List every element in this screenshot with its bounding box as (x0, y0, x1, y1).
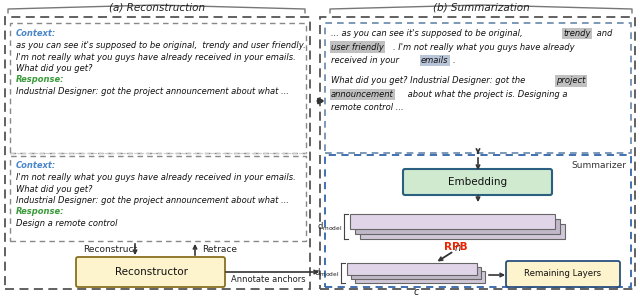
Text: Reconstructor: Reconstructor (115, 267, 188, 277)
Text: What did you get?: What did you get? (16, 185, 93, 194)
Bar (355, 271, 485, 283)
Text: Industrial Designer: got the project announcement about what ...: Industrial Designer: got the project ann… (16, 87, 289, 96)
Text: emails: emails (421, 56, 449, 65)
Text: What did you get? Industrial Designer: got the: What did you get? Industrial Designer: g… (331, 76, 528, 85)
Text: RPB: RPB (444, 242, 468, 252)
Text: project: project (556, 76, 586, 85)
Text: Summarizer: Summarizer (571, 161, 626, 170)
Text: user friendly: user friendly (331, 42, 384, 51)
Text: (a) Reconstruction: (a) Reconstruction (109, 3, 205, 13)
FancyBboxPatch shape (506, 261, 620, 287)
Text: . I'm not really what you guys have already: . I'm not really what you guys have alre… (393, 42, 575, 51)
Bar (355, 219, 560, 234)
Text: received in your: received in your (331, 56, 402, 65)
Text: $\mathregular{d_{model}}$: $\mathregular{d_{model}}$ (317, 220, 342, 233)
FancyBboxPatch shape (76, 257, 225, 287)
Text: I'm not really what you guys have already received in your emails.: I'm not really what you guys have alread… (16, 52, 296, 61)
Text: ... as you can see it's supposed to be original,: ... as you can see it's supposed to be o… (331, 29, 525, 38)
Text: What did you get?: What did you get? (16, 64, 93, 73)
Text: Design a remote control: Design a remote control (16, 219, 118, 228)
Text: (b) Summarization: (b) Summarization (433, 3, 529, 13)
Bar (325, 155, 631, 287)
Text: Reconstruct: Reconstruct (83, 244, 137, 253)
Bar (10, 23, 306, 153)
Text: Response:: Response: (16, 75, 65, 84)
Text: Response:: Response: (16, 207, 65, 216)
FancyBboxPatch shape (403, 169, 552, 195)
Bar (5, 17, 310, 289)
Text: n: n (454, 243, 461, 253)
Text: Remaining Layers: Remaining Layers (524, 269, 602, 278)
Text: Context:: Context: (16, 161, 56, 170)
Text: I'm not really what you guys have already received in your emails.: I'm not really what you guys have alread… (16, 173, 296, 182)
Text: Embedding: Embedding (449, 177, 508, 187)
Text: as you can see it's supposed to be original,  trendy and user friendly.: as you can see it's supposed to be origi… (16, 41, 306, 50)
Bar (350, 214, 555, 229)
Text: announcement: announcement (331, 90, 394, 99)
Text: Retrace: Retrace (202, 244, 237, 253)
Text: Context:: Context: (16, 29, 56, 38)
Text: trendy: trendy (563, 29, 591, 38)
Text: $\mathregular{d_{model}}$: $\mathregular{d_{model}}$ (314, 267, 339, 279)
Text: Industrial Designer: got the project announcement about what ...: Industrial Designer: got the project ann… (16, 196, 289, 205)
Text: .: . (453, 56, 456, 65)
Bar (320, 17, 635, 289)
Text: and: and (594, 29, 612, 38)
Text: c: c (413, 287, 419, 297)
Bar (347, 263, 477, 275)
Bar (360, 224, 565, 239)
Bar (351, 267, 481, 279)
Text: remote control ...: remote control ... (331, 103, 404, 112)
Bar (10, 156, 306, 241)
Text: about what the project is. Designing a: about what the project is. Designing a (405, 90, 568, 99)
Bar (325, 23, 631, 153)
Text: Annotate anchors: Annotate anchors (230, 275, 305, 284)
